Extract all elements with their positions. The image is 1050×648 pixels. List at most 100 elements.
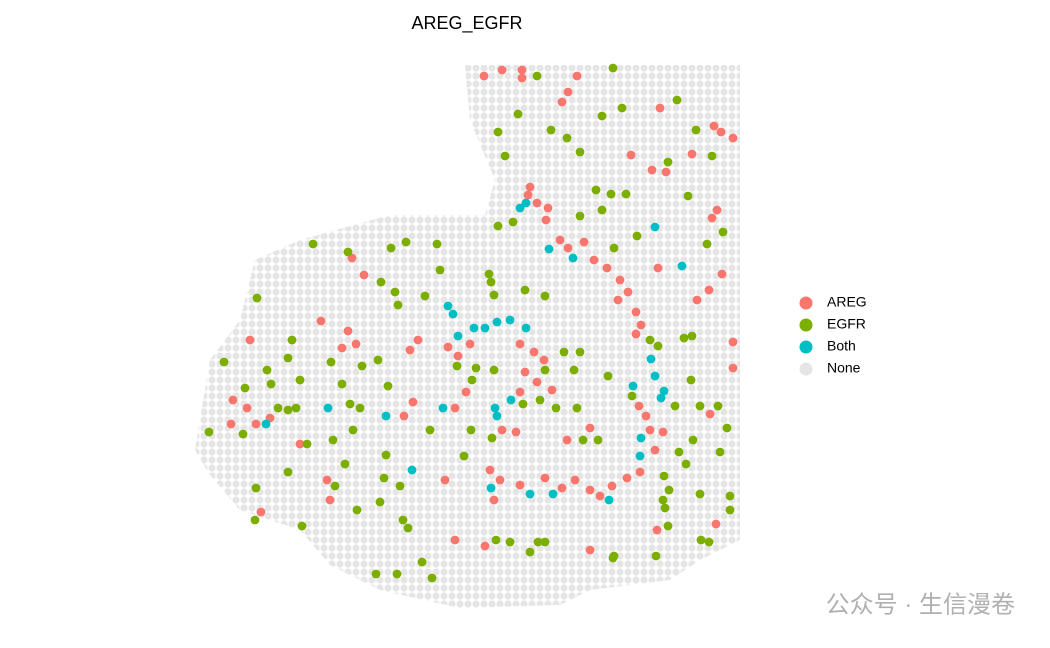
spot [575,347,585,357]
legend-label: AREG [827,294,867,310]
spot [635,451,645,461]
spot [515,387,525,397]
spot [500,151,510,161]
spot [548,489,558,499]
spot [497,65,507,75]
spot [283,405,293,415]
spot [539,355,549,365]
spot [653,263,663,273]
spot [707,213,717,223]
spot [661,167,671,177]
spot [725,491,735,501]
spot [515,480,525,490]
spot [471,363,481,373]
spot [663,521,673,531]
spot [250,515,260,525]
spot [647,165,657,175]
spot [417,557,427,567]
spot [486,483,496,493]
spot [480,541,490,551]
spot [340,459,350,469]
spot [632,231,642,241]
spot [636,320,646,330]
spot [532,198,542,208]
spot [540,365,550,375]
spot [401,237,411,247]
spot [308,239,318,249]
spot [373,355,383,365]
spot [517,65,527,75]
spot [326,357,336,367]
spot [506,395,516,405]
spot [525,547,535,557]
spot [702,239,712,249]
spot [295,439,305,449]
spot [623,287,633,297]
spot [469,323,479,333]
spot [480,323,490,333]
spot [705,409,715,419]
spot [302,439,312,449]
spot [660,503,670,513]
spot [337,343,347,353]
spot [316,316,326,326]
spot [728,133,738,143]
spot [645,335,655,345]
spot [670,401,680,411]
spot [508,217,518,227]
spot [686,375,696,385]
spot [716,127,726,137]
spot [650,445,660,455]
spot [606,189,616,199]
spot [505,315,515,325]
spot [604,495,614,505]
spot [204,427,214,437]
spot [589,255,599,265]
legend-swatch [799,362,813,376]
spot [403,523,413,533]
spot [715,447,725,457]
spot [557,483,567,493]
spot [520,285,530,295]
spot [328,435,338,445]
spot [245,335,255,345]
spot [672,95,682,105]
spot [728,363,738,373]
spot [427,573,437,583]
spot [622,473,632,483]
spot [650,371,660,381]
spot [692,295,702,305]
spot [641,411,651,421]
spot [515,203,525,213]
spot [355,403,365,413]
spot [572,71,582,81]
spot [273,403,283,413]
spot [440,475,450,485]
spot [407,465,417,475]
spot [343,247,353,257]
watermark: 公众号 · 生信漫卷 [826,591,1015,618]
spot [450,535,460,545]
spot [251,419,261,429]
spot [568,253,578,263]
spot [651,551,661,561]
spot [627,391,637,401]
spot [357,361,367,371]
spot [621,189,631,199]
spot [578,435,588,445]
spot [687,149,697,159]
spot [704,285,714,295]
spot [529,347,539,357]
spot [479,71,489,81]
spot [489,365,499,375]
spot [688,435,698,445]
spot [659,471,669,481]
spot [603,371,613,381]
spot [635,467,645,477]
spot [664,485,674,495]
spot [383,381,393,391]
spot [453,351,463,361]
spot [607,481,617,491]
spot [562,133,572,143]
spot [240,383,250,393]
